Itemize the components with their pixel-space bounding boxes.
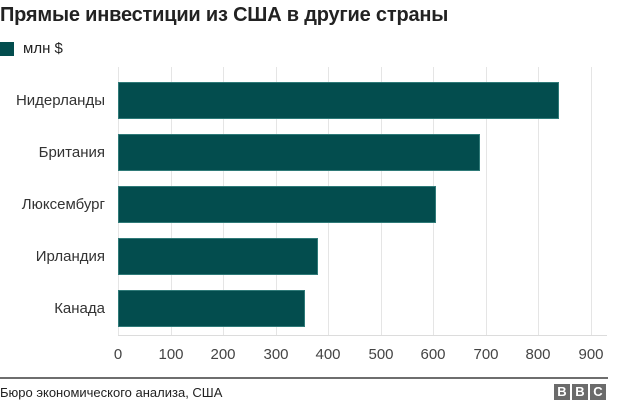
gridline	[486, 67, 487, 335]
bar	[118, 238, 318, 275]
x-tick-label: 300	[263, 346, 289, 363]
x-tick-label: 100	[158, 346, 184, 363]
bar	[118, 134, 480, 171]
x-tick-label: 500	[368, 346, 394, 363]
gridline	[591, 67, 592, 335]
legend-label: млн $	[23, 40, 63, 57]
bar	[118, 82, 559, 119]
category-label: Британия	[38, 144, 105, 161]
category-label: Нидерланды	[15, 92, 105, 109]
category-label: Люксембург	[21, 196, 105, 213]
bar	[118, 290, 305, 327]
bar-chart: 0 100 200 300 400 500 600 700 800 900 Нидерланды Бр…	[15, 67, 607, 363]
source-note: Бюро экономического анализа, США	[0, 385, 223, 400]
bbc-logo: B B C	[554, 384, 606, 400]
x-tick-label: 600	[420, 346, 446, 363]
x-axis-line	[118, 335, 607, 336]
legend-swatch	[0, 41, 14, 56]
x-tick-label: 800	[525, 346, 551, 363]
x-tick-label: 0	[113, 346, 123, 363]
x-tick-label: 700	[473, 346, 499, 363]
x-tick-label: 200	[210, 346, 236, 363]
footer-divider	[0, 377, 608, 379]
bar	[118, 186, 436, 223]
gridline	[538, 67, 539, 335]
logo-letter: B	[572, 384, 588, 400]
x-tick-label: 900	[578, 346, 604, 363]
category-label: Ирландия	[35, 248, 105, 265]
chart-title: Прямые инвестиции из США в другие страны	[0, 4, 449, 26]
logo-letter: B	[554, 384, 570, 400]
x-tick-label: 400	[315, 346, 341, 363]
legend: млн $	[0, 40, 63, 57]
logo-letter: C	[590, 384, 606, 400]
category-label: Канада	[54, 300, 105, 317]
